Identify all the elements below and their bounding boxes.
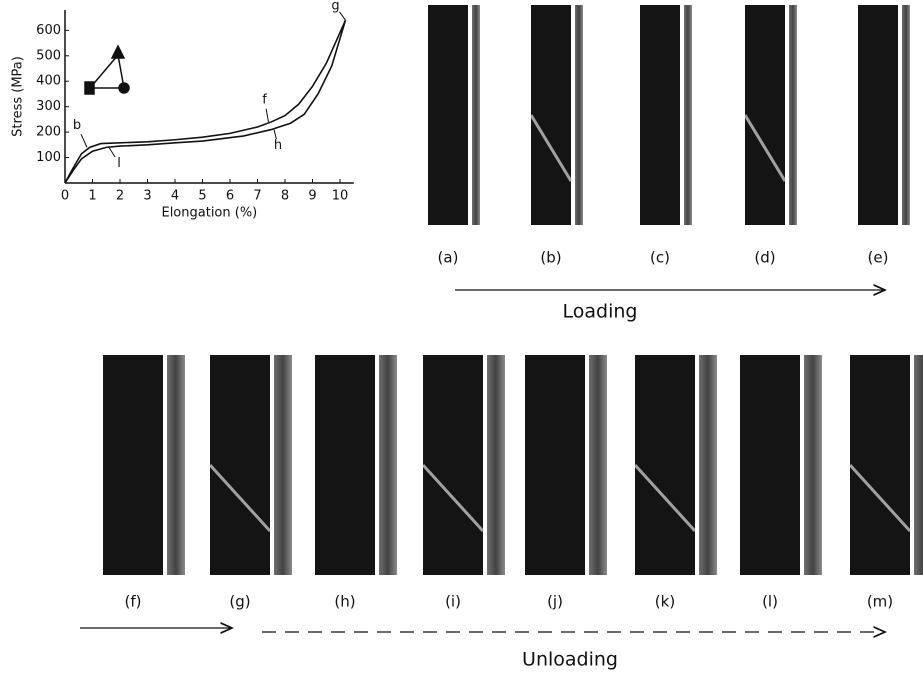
loading-caption: Loading: [563, 301, 638, 323]
specimen-photo-side: [472, 5, 480, 225]
y-tick-label: 600: [36, 23, 61, 38]
specimen-photo-side: [914, 355, 923, 575]
specimen-photo: [635, 355, 695, 575]
x-axis-label: Elongation (%): [161, 206, 257, 221]
specimen-photo: [210, 355, 270, 575]
annotation: b: [73, 118, 81, 133]
x-tick-label: 6: [226, 189, 234, 204]
specimen-photo: [858, 5, 898, 225]
panel-label: (a): [438, 249, 459, 267]
specimen-photo-side: [167, 355, 185, 575]
curve: [64, 19, 347, 184]
specimen-photo: [740, 355, 800, 575]
panel-label: (g): [229, 593, 250, 611]
x-tick-label: 7: [253, 189, 261, 204]
shear-band: [848, 463, 912, 533]
specimen-photo: [428, 5, 468, 225]
annotation-leader: [273, 129, 277, 140]
inset-icon: [84, 44, 130, 95]
x-tick-label: 0: [61, 189, 69, 204]
y-tick-label: 100: [36, 150, 61, 165]
y-tick-label: 200: [36, 125, 61, 140]
specimen-photo-side: [789, 5, 797, 225]
panel-label: (l): [762, 593, 778, 611]
x-tick-label: 9: [308, 189, 316, 204]
x-tick-label: 1: [88, 189, 96, 204]
shear-band: [633, 463, 697, 533]
shear-band: [421, 463, 485, 533]
x-tick-label: 5: [198, 189, 206, 204]
icon-square: [84, 81, 95, 95]
y-tick-label: 400: [36, 74, 61, 89]
specimen-photo: [531, 5, 571, 225]
specimen-photo: [850, 355, 910, 575]
specimen-photo: [423, 355, 483, 575]
specimen-photo-side: [902, 5, 910, 225]
specimen-photo: [640, 5, 680, 225]
x-tick-label: 10: [332, 189, 349, 204]
specimen-photo: [745, 5, 785, 225]
panel-label: (h): [334, 593, 355, 611]
annotation-leader: [265, 108, 269, 123]
specimen-photo-side: [684, 5, 692, 225]
panel-label: (f): [125, 593, 142, 611]
annotation-leader: [339, 11, 346, 21]
panel-label: (m): [867, 593, 893, 611]
panel-label: (b): [540, 249, 561, 267]
x-tick-label: 2: [116, 189, 124, 204]
annotation: g: [331, 0, 339, 14]
icon-triangle: [110, 44, 126, 59]
panel-label: (i): [445, 593, 461, 611]
panel-label: (k): [655, 593, 675, 611]
panel-label: (j): [547, 593, 563, 611]
unloading-caption: Unloading: [522, 649, 618, 671]
specimen-photo: [315, 355, 375, 575]
x-tick-label: 3: [143, 189, 151, 204]
annotation: l: [117, 156, 121, 171]
y-tick-label: 300: [36, 99, 61, 114]
specimen-photo-side: [589, 355, 607, 575]
specimen-photo-side: [699, 355, 717, 575]
annotation: f: [262, 92, 267, 107]
y-axis-label: Stress (MPa): [11, 56, 26, 137]
shear-band: [208, 463, 272, 533]
x-tick-label: 4: [171, 189, 179, 204]
curve: [64, 19, 347, 184]
specimen-photo-side: [379, 355, 397, 575]
specimen-photo-side: [274, 355, 292, 575]
annotation-leader: [108, 147, 116, 158]
x-tick-label: 8: [281, 189, 289, 204]
icon-circle: [118, 82, 130, 94]
panel-label: (c): [650, 249, 670, 267]
specimen-photo-side: [804, 355, 822, 575]
annotation: h: [274, 138, 282, 153]
panel-label: (d): [754, 249, 775, 267]
panel-label: (e): [868, 249, 889, 267]
shear-band: [743, 114, 787, 182]
specimen-photo-side: [575, 5, 583, 225]
specimen-photo: [525, 355, 585, 575]
specimen-photo: [103, 355, 163, 575]
specimen-photo-side: [487, 355, 505, 575]
shear-band: [529, 114, 573, 182]
y-tick-label: 500: [36, 48, 61, 63]
annotation-leader: [80, 133, 88, 148]
